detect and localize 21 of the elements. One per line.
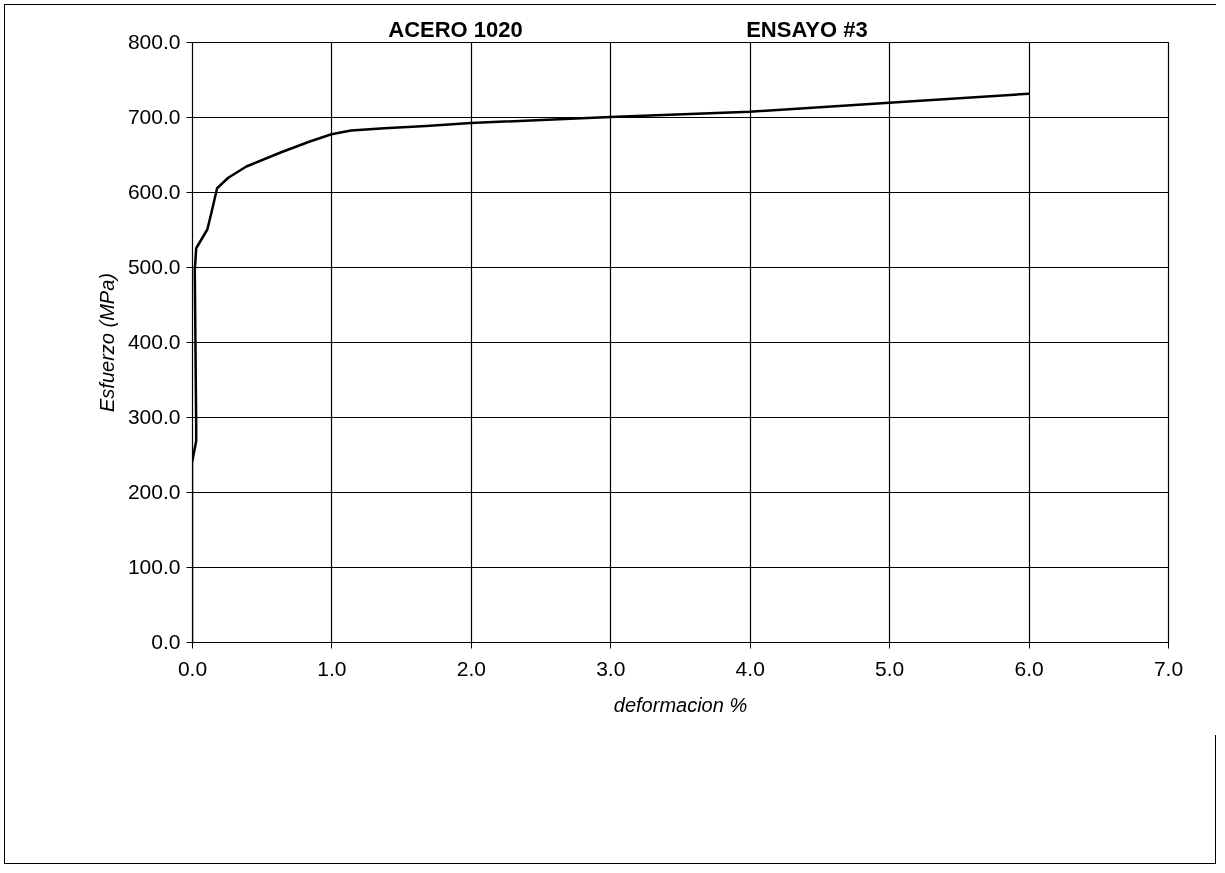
y-tick-label: 200.0: [127, 479, 181, 503]
x-axis-title: deformacion %: [613, 693, 748, 716]
chart-subtitle: ENSAYO #3: [746, 17, 868, 42]
y-tick-label: 400.0: [127, 329, 181, 353]
chart-title: ACERO 1020: [388, 17, 523, 42]
y-tick-label: 500.0: [127, 254, 181, 278]
x-tick-label: 1.0: [317, 656, 347, 680]
y-axis-title: Esfuerzo (MPa): [95, 273, 118, 412]
y-tick-label: 100.0: [127, 554, 181, 578]
y-tick-label: 600.0: [127, 179, 181, 203]
y-tick-label: 800.0: [127, 29, 181, 53]
x-tick-label: 6.0: [1014, 656, 1044, 680]
x-tick-label: 3.0: [596, 656, 626, 680]
y-tick-label: 0.0: [151, 629, 181, 653]
x-tick-label: 7.0: [1153, 656, 1184, 680]
x-tick-label: 4.0: [735, 656, 765, 680]
y-tick-label: 700.0: [127, 104, 181, 128]
x-tick-label: 5.0: [875, 656, 905, 680]
x-tick-label: 0.0: [177, 656, 208, 680]
y-tick-label: 300.0: [127, 404, 181, 428]
x-tick-label: 2.0: [456, 656, 486, 680]
